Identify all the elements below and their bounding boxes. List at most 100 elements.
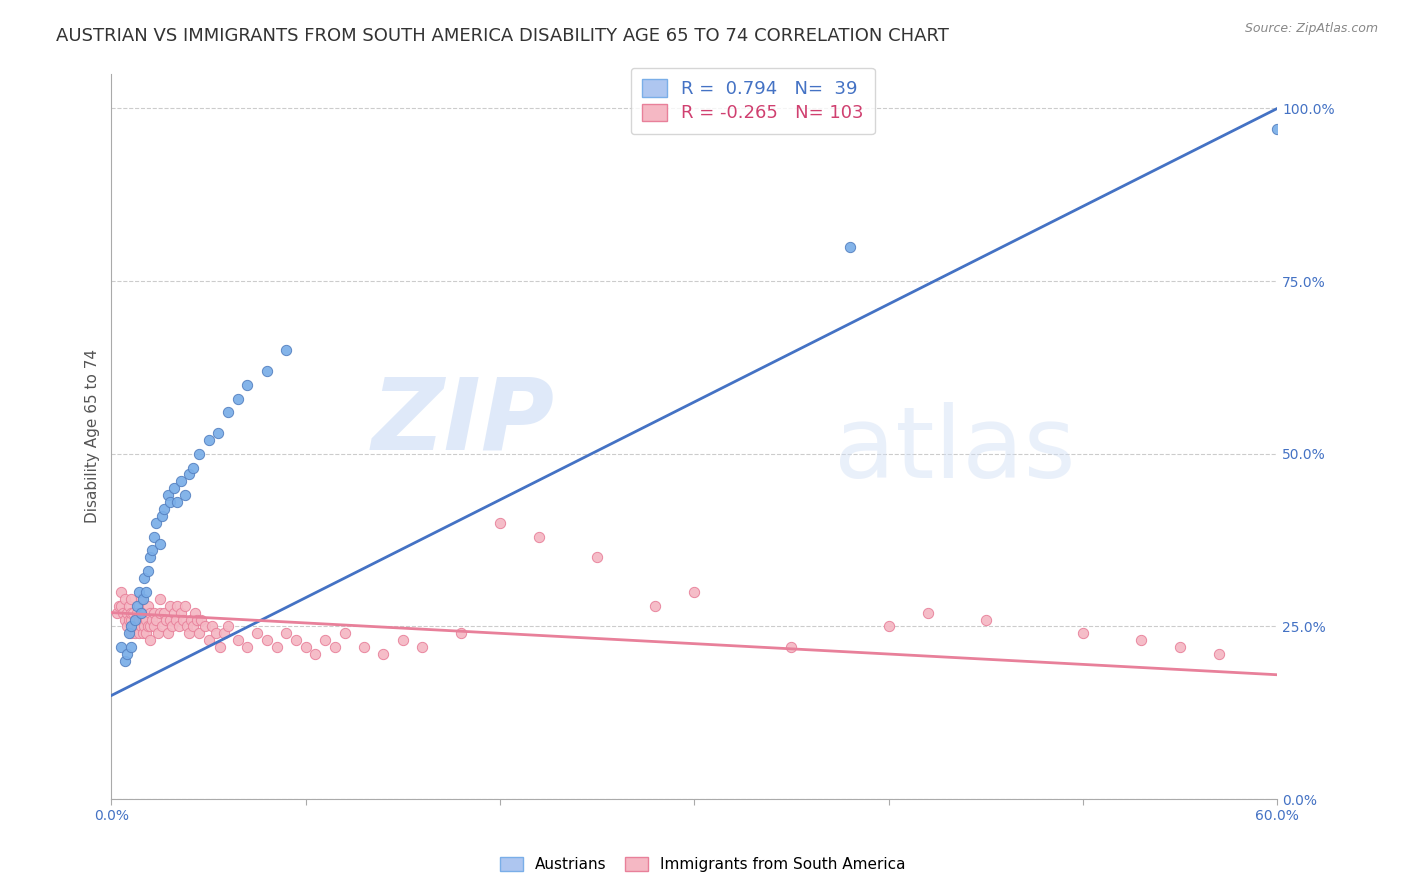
Point (527, 530, 550, 544)
Point (135, 613, 157, 627)
Point (145, 516, 167, 530)
Point (917, 606, 939, 620)
Point (170, 475, 193, 489)
Point (136, 564, 159, 578)
Point (134, 606, 156, 620)
Point (838, 239, 860, 253)
Legend: Austrians, Immigrants from South America: Austrians, Immigrants from South America (492, 849, 914, 880)
Point (136, 599, 159, 613)
Point (156, 488, 179, 502)
Point (145, 613, 167, 627)
Point (135, 626, 157, 640)
Point (134, 571, 156, 585)
Point (131, 613, 153, 627)
Point (139, 606, 162, 620)
Point (236, 640, 259, 654)
Point (128, 613, 150, 627)
Point (115, 619, 138, 633)
Point (1168, 640, 1191, 654)
Point (187, 626, 209, 640)
Point (110, 585, 132, 599)
Point (124, 613, 146, 627)
Point (256, 364, 278, 378)
Point (149, 606, 172, 620)
Text: Source: ZipAtlas.com: Source: ZipAtlas.com (1244, 22, 1378, 36)
Point (134, 619, 156, 633)
Point (121, 619, 143, 633)
Point (1265, 122, 1288, 136)
Point (159, 495, 181, 509)
Point (333, 626, 356, 640)
Point (489, 516, 512, 530)
Point (266, 640, 288, 654)
Point (124, 613, 146, 627)
Point (156, 626, 179, 640)
Point (128, 585, 150, 599)
Point (180, 613, 202, 627)
Point (149, 536, 172, 550)
Point (373, 647, 395, 661)
Point (179, 626, 201, 640)
Point (246, 626, 269, 640)
Point (1071, 626, 1094, 640)
Point (114, 591, 136, 606)
Point (974, 613, 997, 627)
Point (226, 392, 249, 406)
Point (217, 619, 239, 633)
Text: ZIP: ZIP (371, 374, 554, 470)
Point (205, 626, 228, 640)
Point (118, 626, 141, 640)
Point (392, 633, 415, 648)
Point (207, 425, 229, 440)
Point (276, 626, 298, 640)
Point (209, 640, 232, 654)
Point (201, 619, 224, 633)
Point (153, 606, 176, 620)
Point (162, 481, 184, 495)
Point (304, 647, 326, 661)
Point (411, 640, 433, 654)
Point (170, 606, 193, 620)
Point (118, 599, 141, 613)
Point (174, 599, 197, 613)
Point (108, 599, 131, 613)
Point (323, 640, 346, 654)
Point (146, 626, 169, 640)
Point (118, 613, 141, 627)
Point (128, 626, 150, 640)
Point (166, 599, 188, 613)
Point (683, 585, 706, 599)
Point (780, 640, 803, 654)
Point (174, 488, 197, 502)
Point (105, 606, 128, 620)
Point (176, 619, 198, 633)
Point (877, 619, 900, 633)
Point (1130, 633, 1153, 648)
Point (143, 619, 166, 633)
Point (586, 550, 609, 565)
Point (121, 606, 143, 620)
Point (139, 550, 162, 565)
Point (186, 613, 208, 627)
Point (139, 619, 162, 633)
Point (131, 626, 153, 640)
Point (114, 654, 136, 668)
Point (129, 606, 152, 620)
Point (236, 377, 259, 392)
Point (450, 626, 472, 640)
Point (184, 606, 207, 620)
Point (150, 619, 173, 633)
Point (110, 640, 132, 654)
Point (125, 619, 148, 633)
Point (190, 613, 212, 627)
Point (169, 619, 191, 633)
Point (143, 606, 166, 620)
Point (129, 619, 152, 633)
Point (314, 633, 336, 648)
Point (141, 543, 163, 558)
Point (125, 606, 148, 620)
Point (129, 606, 152, 620)
Point (172, 613, 194, 627)
Point (139, 633, 162, 648)
Point (136, 619, 159, 633)
